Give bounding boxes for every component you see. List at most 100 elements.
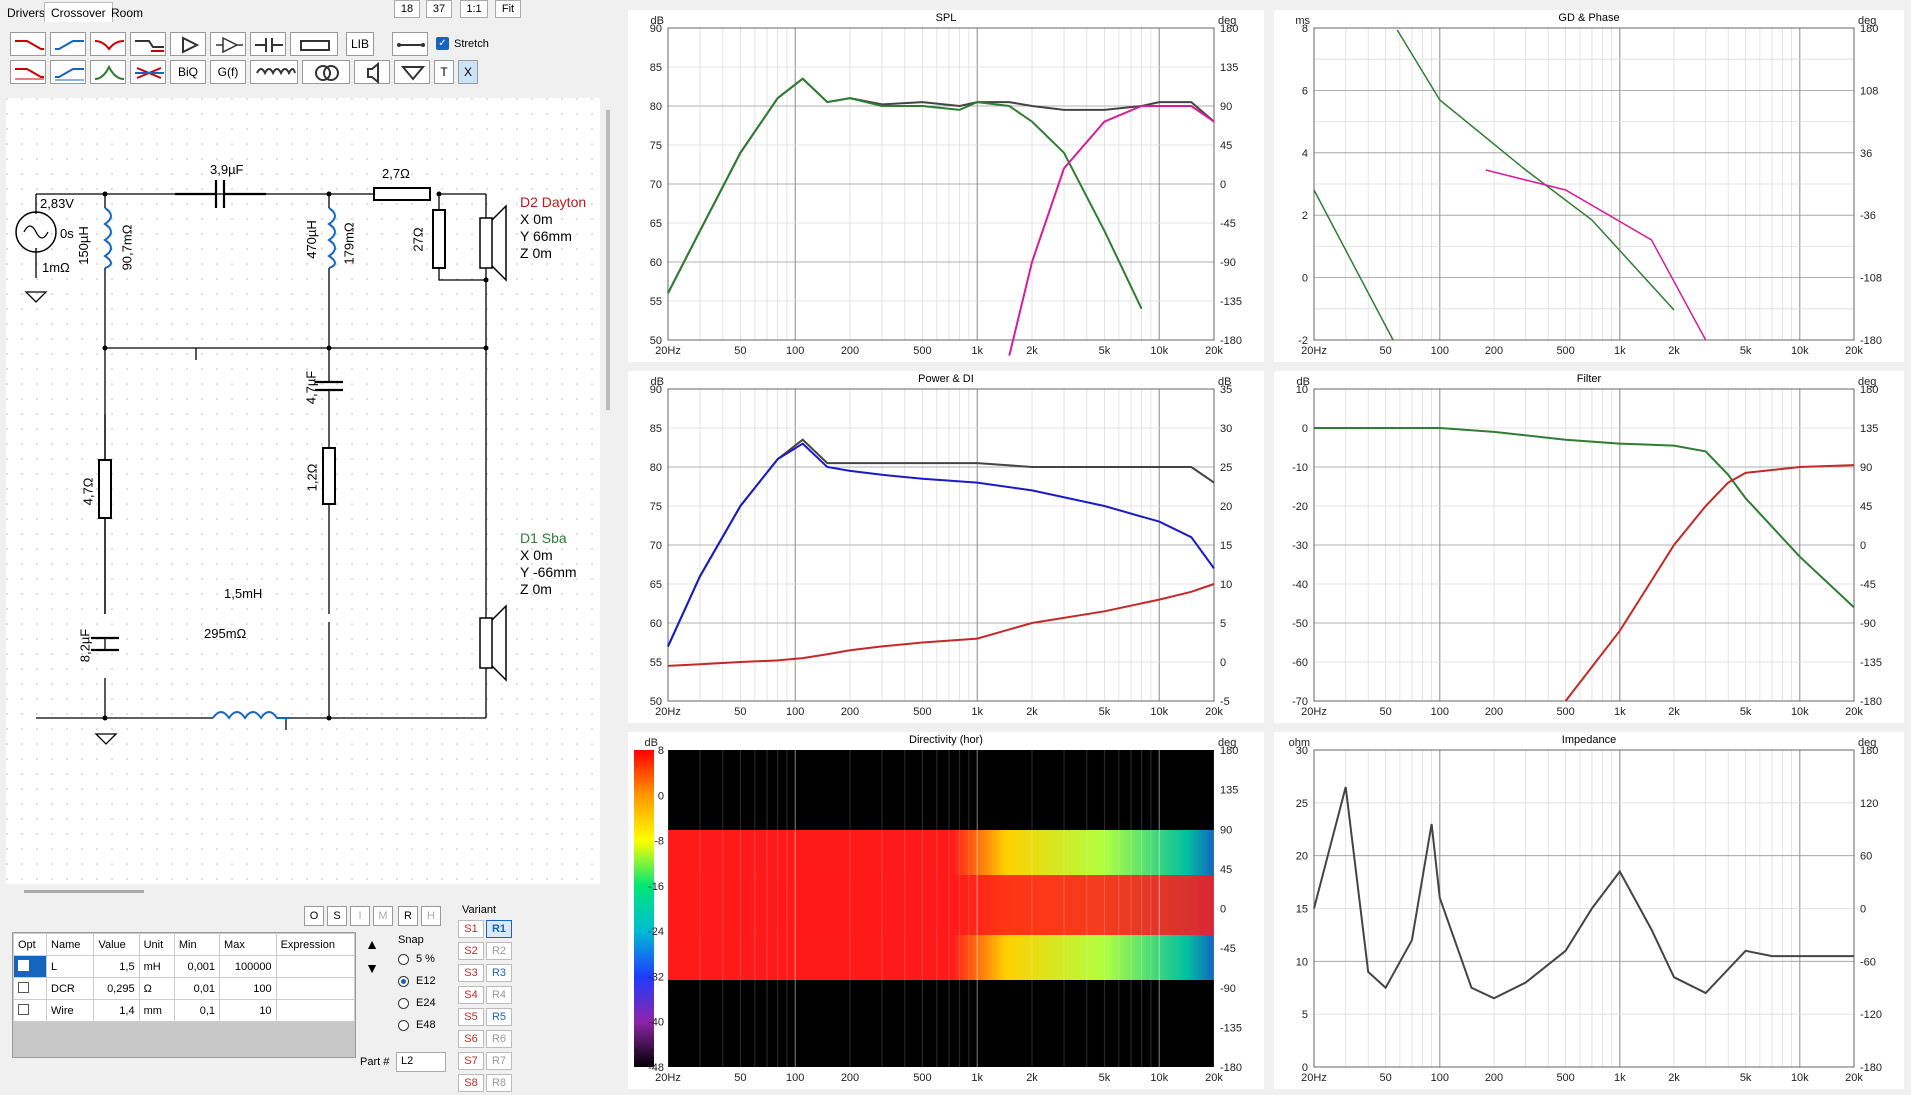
variant-s8-button[interactable]: S8 <box>458 1074 484 1092</box>
c1-value-label: 3,9µF <box>210 162 244 177</box>
variant-r2-button[interactable]: R2 <box>486 942 512 960</box>
directivity-x-tick-label: 10k <box>1150 1072 1168 1084</box>
param-min[interactable]: 0,01 <box>173 977 221 1000</box>
part-input[interactable]: L2 <box>396 1052 446 1072</box>
mode-m-button[interactable]: M <box>373 906 393 926</box>
schematic-canvas[interactable]: 2,83V 0s 1mΩ 150µH 90,7mΩ 3,9µF 2,7Ω 470… <box>6 98 600 884</box>
variant-s7-button[interactable]: S7 <box>458 1052 484 1070</box>
speaker-icon[interactable] <box>354 60 390 85</box>
variant-r5-button[interactable]: R5 <box>486 1008 512 1026</box>
zoom-1-1-button[interactable]: 1:1 <box>460 0 488 18</box>
opt-checkbox[interactable] <box>12 999 48 1022</box>
impedance-x-tick-label: 10k <box>1791 1072 1809 1084</box>
move-down-icon[interactable]: ▼ <box>365 960 379 976</box>
bandstop-icon[interactable] <box>90 32 126 56</box>
t-button[interactable]: T <box>434 60 454 84</box>
gd-phase-chart[interactable]: GD & Phase 20Hz 50 100 200 500 1k 2k 5k 10k 20k 8 6… <box>1274 10 1904 362</box>
mode-s-button[interactable]: S <box>327 906 347 926</box>
mode-h-button[interactable]: H <box>421 906 441 926</box>
highpass1-icon[interactable] <box>50 32 86 56</box>
param-expression[interactable] <box>275 977 356 1000</box>
lowpass1-icon[interactable] <box>10 32 46 56</box>
zoom-18-button[interactable]: 18 <box>394 0 420 18</box>
variant-r4-button[interactable]: R4 <box>486 986 512 1004</box>
wire-icon[interactable] <box>392 32 428 56</box>
x-button[interactable]: X <box>458 60 478 84</box>
variant-r8-button[interactable]: R8 <box>486 1074 512 1092</box>
param-max[interactable]: 100 <box>219 977 277 1000</box>
variant-r3-button[interactable]: R3 <box>486 964 512 982</box>
impedance-chart[interactable]: Impedance 20Hz 50 100 200 500 1k 2k 5k 10k 20k 30 2… <box>1274 732 1904 1089</box>
stretch-checkbox[interactable]: ✓ <box>436 37 449 50</box>
param-value[interactable]: 1,5 <box>93 955 140 978</box>
table-row[interactable]: DCR 0,295 Ω 0,01 100 <box>12 977 356 1000</box>
variant-r7-button[interactable]: R7 <box>486 1052 512 1070</box>
param-min[interactable]: 0,001 <box>173 955 221 978</box>
amplifier2-icon[interactable] <box>210 32 246 56</box>
directivity-chart[interactable]: Directivity (hor) 20Hz 50 100 200 500 1k 2k 5k 1… <box>628 732 1264 1089</box>
zoom-37-button[interactable]: 37 <box>426 0 452 18</box>
snap-5-radio[interactable] <box>398 954 409 965</box>
variant-s2-button[interactable]: S2 <box>458 942 484 960</box>
gf-button[interactable]: G(f) <box>210 60 246 84</box>
inductor-icon[interactable] <box>250 60 298 84</box>
bandpass-icon[interactable] <box>90 60 126 84</box>
zoom-fit-button[interactable]: Fit <box>495 0 521 18</box>
filter-y-tick-label: 10 <box>1296 384 1308 396</box>
snap-e12-radio[interactable] <box>398 976 409 987</box>
amplifier-icon[interactable] <box>170 32 206 56</box>
schematic-hscrollbar[interactable] <box>24 890 144 893</box>
transformer-icon[interactable] <box>302 60 350 84</box>
spl-chart[interactable]: SPL 20Hz 50 100 200 500 1k 2k 5k 10k 20k 90 85 80 75 7… <box>628 10 1264 362</box>
opt-checkbox[interactable] <box>12 955 48 978</box>
mode-o-button[interactable]: O <box>304 906 324 926</box>
table-row[interactable]: Wire 1,4 mm 0,1 10 <box>12 999 356 1022</box>
schematic-vscrollbar[interactable] <box>606 110 610 410</box>
directivity-x-tick-label: 20k <box>1205 1072 1223 1084</box>
variant-r6-button[interactable]: R6 <box>486 1030 512 1048</box>
param-value[interactable]: 0,295 <box>93 977 140 1000</box>
variant-r1-button[interactable]: R1 <box>486 920 512 938</box>
part-label: Part # <box>360 1056 390 1068</box>
spl-y2-tick-label: -45 <box>1220 218 1236 230</box>
power-y-unit-label: dB <box>651 376 664 388</box>
tab-crossover[interactable]: Crossover <box>44 2 113 22</box>
gd-x-tick-label: 500 <box>1556 345 1574 357</box>
mode-r-button[interactable]: R <box>398 906 418 926</box>
table-row[interactable]: L 1,5 mH 0,001 100000 <box>12 955 356 978</box>
capacitor-icon[interactable] <box>250 32 286 56</box>
lowpass2-icon[interactable] <box>10 60 46 84</box>
highpass2-icon[interactable] <box>50 60 86 84</box>
opt-checkbox[interactable] <box>12 977 48 1000</box>
power-di-chart[interactable]: Power & DI 20Hz 50 100 200 500 1k 2k 5k 10k 20k 90… <box>628 371 1264 723</box>
variant-s5-button[interactable]: S5 <box>458 1008 484 1026</box>
gd-y2-tick-label: -36 <box>1860 210 1876 222</box>
snap-e24-radio[interactable] <box>398 998 409 1009</box>
gd-x-tick-label: 20k <box>1845 345 1863 357</box>
param-max[interactable]: 10 <box>219 999 277 1022</box>
shelf-icon[interactable] <box>130 32 166 56</box>
tab-drivers[interactable]: Drivers <box>7 6 45 20</box>
resistor-icon[interactable] <box>290 32 338 56</box>
param-value[interactable]: 1,4 <box>93 999 140 1022</box>
filter-chart[interactable]: Filter 20Hz 50 100 200 500 1k 2k 5k 10k 20k 10 0 -10… <box>1274 371 1904 723</box>
param-min[interactable]: 0,1 <box>173 999 221 1022</box>
variant-s1-button[interactable]: S1 <box>458 920 484 938</box>
power-title: Power & DI <box>918 373 974 385</box>
variant-s4-button[interactable]: S4 <box>458 986 484 1004</box>
param-max[interactable]: 100000 <box>219 955 277 978</box>
param-expression[interactable] <box>275 999 356 1022</box>
lib-button[interactable]: LIB <box>346 32 374 56</box>
allpass-icon[interactable] <box>130 60 166 84</box>
directivity-scale-label: -8 <box>654 836 664 848</box>
param-expression[interactable] <box>275 955 356 978</box>
snap-e48-radio[interactable] <box>398 1020 409 1031</box>
biq-button[interactable]: BiQ <box>170 60 206 84</box>
variant-s6-button[interactable]: S6 <box>458 1030 484 1048</box>
filter-y2-tick-label: -45 <box>1860 579 1876 591</box>
move-up-icon[interactable]: ▲ <box>365 936 379 952</box>
tab-room[interactable]: Room <box>111 6 144 20</box>
ground-icon[interactable] <box>394 60 430 84</box>
variant-s3-button[interactable]: S3 <box>458 964 484 982</box>
mode-i-button[interactable]: I <box>350 906 370 926</box>
